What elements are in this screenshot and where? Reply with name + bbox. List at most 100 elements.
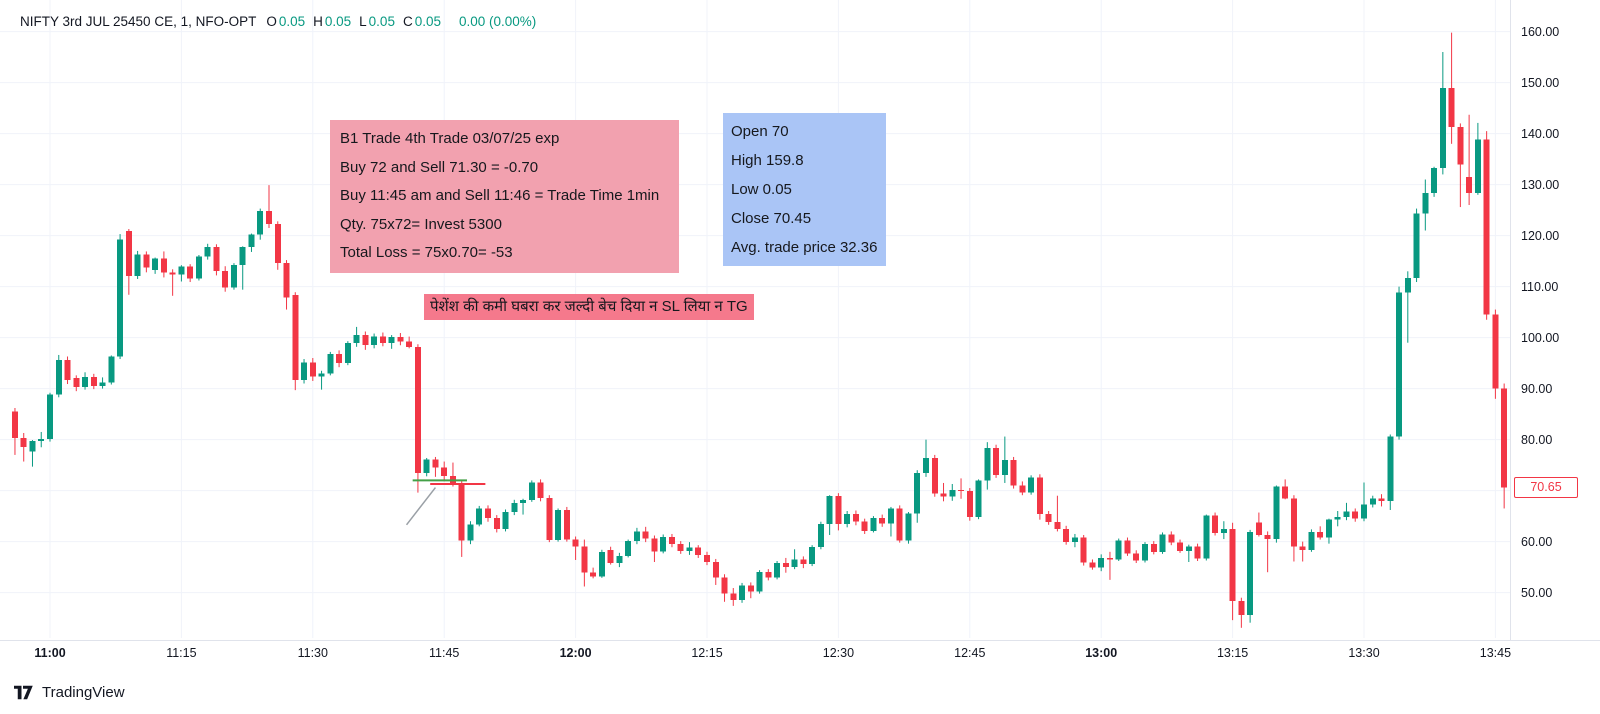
candle-body — [887, 508, 894, 524]
candle-body — [406, 341, 413, 347]
candle-body — [1413, 213, 1420, 278]
candle-body — [791, 559, 798, 568]
candle-body — [861, 521, 868, 531]
candle-body — [835, 496, 842, 524]
candle-body — [414, 346, 421, 473]
candle-body — [397, 337, 404, 342]
candle-body — [47, 394, 53, 440]
candle-body — [1028, 477, 1035, 493]
note-line: Total Loss = 75x0.70= -53 — [340, 244, 513, 261]
price-axis-label: 130.00 — [1521, 177, 1560, 192]
candle-body — [1229, 528, 1236, 601]
candle-body — [441, 467, 448, 476]
candle-body — [1212, 515, 1219, 533]
candle-body — [134, 254, 141, 276]
candle-body — [239, 246, 246, 266]
note-line: Low 0.05 — [731, 181, 792, 198]
candle-body — [1194, 546, 1201, 559]
symbol-title[interactable]: NIFTY 3rd JUL 25450 CE, 1, NFO-OPT — [20, 14, 257, 29]
candle-body — [108, 356, 115, 383]
candle-body — [292, 294, 299, 380]
candle-body — [1501, 388, 1508, 488]
candle-body — [642, 531, 649, 539]
candle-body — [1098, 557, 1105, 568]
candle-body — [817, 523, 824, 548]
price-axis-label: 110.00 — [1521, 279, 1559, 294]
time-axis-label: 11:30 — [297, 646, 328, 660]
candle-body — [1045, 514, 1052, 523]
candle-body — [677, 544, 684, 551]
candle-body — [1317, 531, 1324, 538]
time-axis-label: 13:30 — [1348, 646, 1380, 660]
candle-body — [765, 572, 772, 578]
change-value: 0.00 (0.00%) — [458, 14, 537, 29]
candle-body — [870, 518, 877, 531]
candle-body — [485, 508, 491, 519]
time-axis-label: 13:00 — [1085, 646, 1118, 660]
candle-body — [668, 537, 675, 545]
candle-body — [143, 254, 150, 268]
candle-body — [117, 239, 124, 357]
candle-body — [1282, 486, 1289, 499]
candle-body — [993, 447, 1000, 475]
candle-body — [432, 459, 439, 468]
candle-body — [230, 265, 237, 288]
candle-body — [1343, 511, 1350, 518]
candle-body — [1396, 292, 1403, 437]
candle-body — [160, 258, 167, 273]
candle-body — [1466, 176, 1473, 193]
candle-body — [879, 518, 886, 524]
hindi-note-annotation[interactable]: पेशेंश की कमी घबरा कर जल्दी बेच दिया न S… — [424, 294, 754, 320]
time-axis-label: 12:15 — [691, 646, 723, 660]
candle-body — [747, 585, 754, 592]
last-price-label: 70.65 — [1514, 477, 1578, 498]
candle-body — [283, 263, 290, 298]
candle-body — [336, 353, 343, 364]
price-axis-label: 140.00 — [1521, 126, 1560, 141]
note-line: Close 70.45 — [731, 210, 812, 227]
candle-body — [1063, 528, 1070, 543]
candle-body — [1054, 522, 1061, 529]
candle-body — [931, 457, 938, 494]
candle-body — [1308, 531, 1315, 550]
candle-body — [1255, 522, 1262, 535]
candle-body — [301, 362, 308, 380]
candle-body — [1124, 540, 1131, 554]
candle-body — [327, 353, 334, 374]
ohlc-values: O 0.05 H 0.05 L 0.05 C 0.05 — [266, 14, 449, 29]
note-line: Buy 72 and Sell 71.30 = -0.70 — [340, 158, 539, 176]
trade-note-annotation[interactable]: B1 Trade 4th Trade 03/07/25 exp Buy 72 an… — [330, 120, 679, 273]
candle-body — [1492, 314, 1499, 389]
ohlc-note-annotation[interactable]: Open 70 High 159.8 Low 0.05 Close 70.45 Avg.… — [723, 113, 886, 266]
candle-body — [467, 524, 474, 541]
candle-body — [1220, 528, 1227, 533]
candle-body — [844, 514, 851, 524]
candle-body — [1431, 167, 1438, 193]
ohlc-key: C — [402, 14, 413, 29]
candle-body — [1325, 519, 1332, 538]
time-axis-label: 13:45 — [1479, 646, 1512, 660]
candle-body — [90, 376, 97, 387]
candle-body — [353, 335, 360, 344]
candle-body — [213, 246, 220, 271]
candle-body — [809, 547, 816, 565]
tradingview-watermark[interactable]: TradingView — [14, 684, 125, 701]
candle-body — [1080, 537, 1087, 563]
candle-body — [1404, 277, 1411, 293]
ohlc-value: 0.05 — [324, 14, 352, 29]
candle-body — [1422, 192, 1429, 214]
candle-body — [625, 541, 632, 556]
tradingview-logo-icon — [14, 685, 33, 700]
note-line: Buy 11:45 am and Sell 11:46 = Trade Time… — [340, 187, 660, 204]
ohlc-value: 0.05 — [414, 14, 441, 29]
candle-body — [1474, 139, 1481, 193]
price-axis-label: 100.00 — [1521, 330, 1560, 345]
candle-body — [309, 362, 316, 377]
price-axis-label: 50.00 — [1521, 585, 1553, 600]
ohlc-key: O — [266, 14, 277, 29]
candle-body — [125, 231, 132, 276]
candle-body — [1001, 460, 1008, 475]
candlestick-chart-canvas[interactable] — [0, 0, 1510, 638]
time-axis-label: 11:15 — [166, 646, 197, 660]
candle-body — [958, 490, 965, 492]
